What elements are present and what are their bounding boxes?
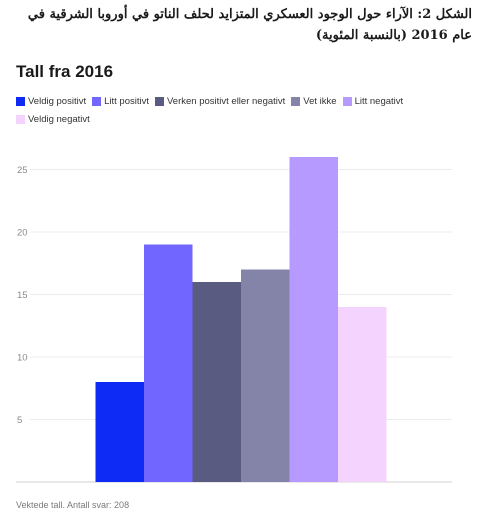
- legend-item[interactable]: Vet ikke: [291, 95, 337, 107]
- y-tick-label: 25: [17, 165, 28, 176]
- bar[interactable]: Verken positivt eller negativt: 16: [192, 282, 242, 482]
- y-tick-label: 15: [17, 290, 28, 301]
- legend-item[interactable]: Veldig positivt: [16, 95, 86, 107]
- y-tick-label: 20: [17, 228, 28, 239]
- legend-swatch: [342, 96, 352, 106]
- legend-swatch: [291, 96, 301, 106]
- legend-label: Litt negativt: [354, 95, 404, 107]
- chart-legend: Veldig positivt Litt positivt Verken posit…: [16, 95, 456, 125]
- legend-label: Vet ikke: [303, 95, 337, 107]
- legend-item[interactable]: Litt negativt: [342, 95, 404, 107]
- chart-footnote: Vektede tall. Antall svar: 208: [16, 500, 130, 510]
- bar[interactable]: Litt positivt: 19: [144, 244, 193, 483]
- y-tick-label: 5: [17, 415, 22, 426]
- bar[interactable]: Vet ikke: 17: [241, 269, 290, 483]
- legend-swatch: [16, 114, 25, 124]
- figure-caption: الشكل 2: الآراء حول الوجود العسكري المتز…: [27, 7, 472, 43]
- bar[interactable]: Veldig positivt: 8: [95, 382, 145, 482]
- legend-item[interactable]: Veldig negativt: [16, 113, 90, 125]
- legend-label: Veldig positivt: [28, 95, 87, 107]
- legend-swatch: [92, 96, 102, 106]
- y-tick-label: 10: [17, 353, 28, 364]
- legend-label: Verken positivt eller negativt: [166, 95, 286, 107]
- legend-swatch: [16, 96, 25, 106]
- legend-item[interactable]: Verken positivt eller negativt: [154, 95, 286, 107]
- bar[interactable]: Litt negativt: 26: [289, 157, 339, 482]
- legend-swatch: [154, 96, 164, 106]
- legend-label: Litt positivt: [104, 95, 149, 107]
- legend-label: Veldig negativt: [28, 113, 90, 125]
- bar[interactable]: Veldig negativt: 14: [338, 307, 387, 482]
- legend-item[interactable]: Litt positivt: [92, 95, 149, 107]
- chart-title: Tall fra 2016: [16, 62, 114, 81]
